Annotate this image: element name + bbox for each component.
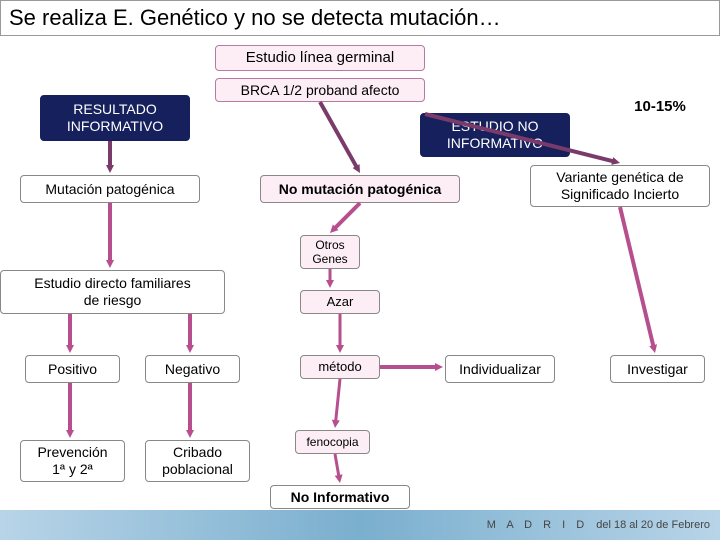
box-estudio-germinal: Estudio línea germinal xyxy=(215,45,425,71)
label: BRCA 1/2 proband afecto xyxy=(241,82,400,99)
label: Estudio directo familiaresde riesgo xyxy=(34,275,190,309)
footer-madrid: M A D R I D xyxy=(487,519,588,531)
label: Estudio línea germinal xyxy=(246,49,394,67)
label: Investigar xyxy=(627,361,688,378)
box-metodo: método xyxy=(300,355,380,379)
box-negativo: Negativo xyxy=(145,355,240,383)
box-azar: Azar xyxy=(300,290,380,314)
label: 10-15% xyxy=(634,98,686,116)
box-variante-genetica: Variante genética deSignificado Incierto xyxy=(530,165,710,207)
percent-label: 10-15% xyxy=(620,95,700,119)
footer-dates: del 18 al 20 de Febrero xyxy=(596,519,710,531)
footer-strip: M A D R I D del 18 al 20 de Febrero xyxy=(0,510,720,540)
label: fenocopia xyxy=(306,435,358,449)
label: No mutación patogénica xyxy=(279,181,442,198)
box-estudio-directo: Estudio directo familiaresde riesgo xyxy=(0,270,225,314)
label: Individualizar xyxy=(459,361,541,378)
label: RESULTADOINFORMATIVO xyxy=(67,101,163,135)
title-bar: Se realiza E. Genético y no se detecta m… xyxy=(0,0,720,36)
box-fenocopia: fenocopia xyxy=(295,430,370,454)
box-individualizar: Individualizar xyxy=(445,355,555,383)
title-text: Se realiza E. Genético y no se detecta m… xyxy=(9,5,501,31)
box-estudio-no-informativo: ESTUDIO NOINFORMATIVO xyxy=(420,113,570,157)
box-positivo: Positivo xyxy=(25,355,120,383)
label: Variante genética deSignificado Incierto xyxy=(556,169,683,203)
label: Negativo xyxy=(165,361,220,378)
label: Cribadopoblacional xyxy=(162,444,233,478)
label: ESTUDIO NOINFORMATIVO xyxy=(447,118,543,152)
box-brca: BRCA 1/2 proband afecto xyxy=(215,78,425,102)
box-no-informativo: No Informativo xyxy=(270,485,410,509)
box-resultado-informativo: RESULTADOINFORMATIVO xyxy=(40,95,190,141)
box-cribado: Cribadopoblacional xyxy=(145,440,250,482)
label: No Informativo xyxy=(291,489,390,506)
label: Mutación patogénica xyxy=(45,181,174,198)
label: OtrosGenes xyxy=(312,238,347,267)
label: Prevención1ª y 2ª xyxy=(37,444,107,478)
box-investigar: Investigar xyxy=(610,355,705,383)
label: método xyxy=(318,359,361,375)
box-prevencion: Prevención1ª y 2ª xyxy=(20,440,125,482)
label: Positivo xyxy=(48,361,97,378)
box-otros-genes: OtrosGenes xyxy=(300,235,360,269)
box-mutacion-patogenica: Mutación patogénica xyxy=(20,175,200,203)
box-no-mutacion-patogenica: No mutación patogénica xyxy=(260,175,460,203)
label: Azar xyxy=(327,294,354,310)
